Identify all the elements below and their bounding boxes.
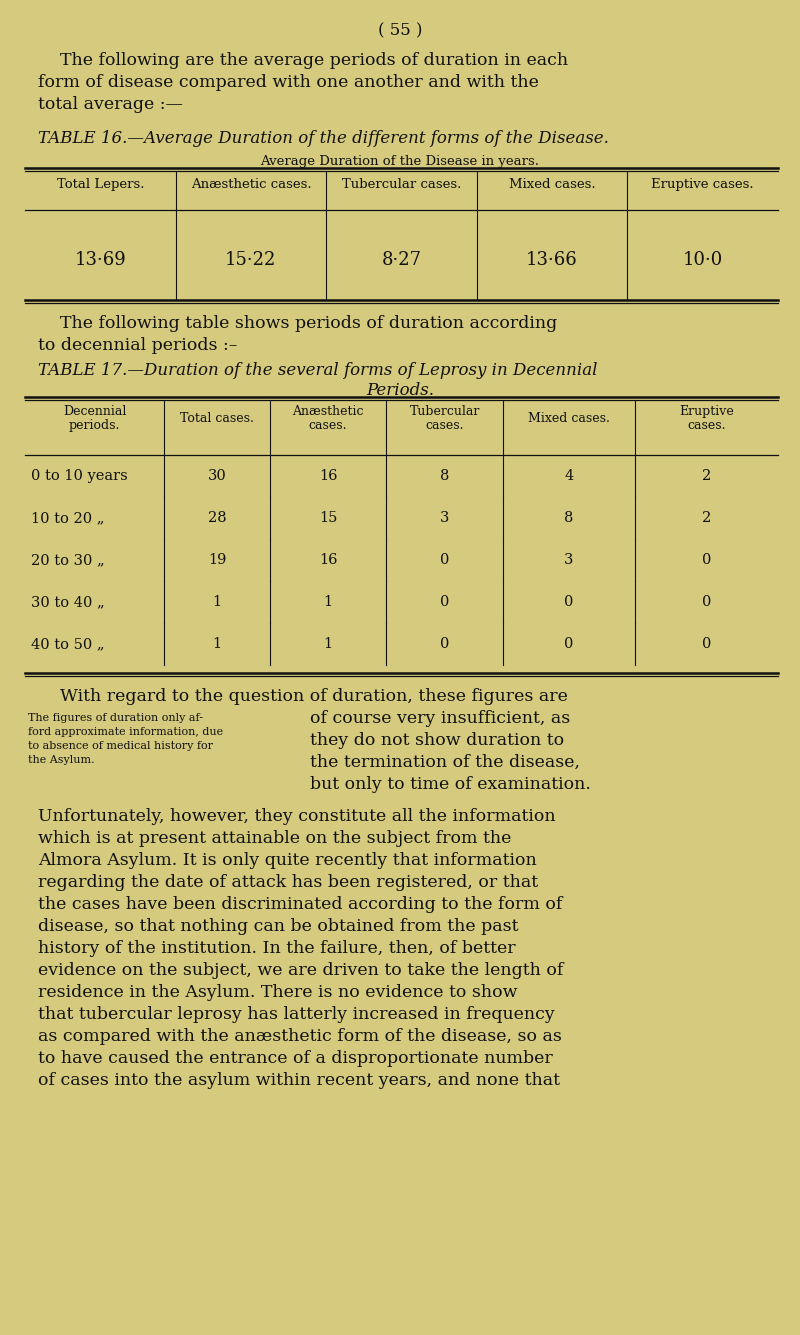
Text: With regard to the question of duration, these figures are: With regard to the question of duration,… — [38, 688, 568, 705]
Text: 0: 0 — [564, 637, 574, 651]
Text: 2: 2 — [702, 511, 711, 525]
Text: ford approximate information, due: ford approximate information, due — [28, 728, 223, 737]
Text: The following table shows periods of duration according: The following table shows periods of dur… — [38, 315, 558, 332]
Text: form of disease compared with one another and with the: form of disease compared with one anothe… — [38, 73, 539, 91]
Text: the Asylum.: the Asylum. — [28, 756, 94, 765]
Text: 8: 8 — [564, 511, 574, 525]
Text: 20 to 30 „: 20 to 30 „ — [31, 553, 105, 567]
Text: 15·22: 15·22 — [226, 251, 277, 268]
Text: cases.: cases. — [309, 419, 347, 433]
Text: 0: 0 — [702, 637, 711, 651]
Text: Decennial: Decennial — [63, 405, 126, 418]
Text: regarding the date of attack has been registered, or that: regarding the date of attack has been re… — [38, 874, 538, 890]
Text: Periods.: Periods. — [366, 382, 434, 399]
Text: ( 55 ): ( 55 ) — [378, 21, 422, 39]
Text: 0: 0 — [564, 595, 574, 609]
Text: 13·69: 13·69 — [74, 251, 126, 268]
Text: they do not show duration to: they do not show duration to — [310, 732, 564, 749]
Text: 13·66: 13·66 — [526, 251, 578, 268]
Text: 10·0: 10·0 — [682, 251, 723, 268]
Text: Mixed cases.: Mixed cases. — [528, 413, 610, 425]
Text: the termination of the disease,: the termination of the disease, — [310, 754, 580, 772]
Text: 2: 2 — [702, 469, 711, 483]
Text: periods.: periods. — [69, 419, 120, 433]
Text: 28: 28 — [208, 511, 226, 525]
Text: 3: 3 — [440, 511, 450, 525]
Text: 4: 4 — [565, 469, 574, 483]
Text: 0: 0 — [440, 595, 450, 609]
Text: Almora Asylum. It is only quite recently that information: Almora Asylum. It is only quite recently… — [38, 852, 537, 869]
Text: of course very insufficient, as: of course very insufficient, as — [310, 710, 570, 728]
Text: which is at present attainable on the subject from the: which is at present attainable on the su… — [38, 830, 511, 846]
Text: 0 to 10 years: 0 to 10 years — [31, 469, 128, 483]
Text: disease, so that nothing can be obtained from the past: disease, so that nothing can be obtained… — [38, 918, 518, 934]
Text: to have caused the entrance of a disproportionate number: to have caused the entrance of a disprop… — [38, 1051, 553, 1067]
Text: as compared with the anæsthetic form of the disease, so as: as compared with the anæsthetic form of … — [38, 1028, 562, 1045]
Text: Tubercular: Tubercular — [410, 405, 480, 418]
Text: residence in the Asylum. There is no evidence to show: residence in the Asylum. There is no evi… — [38, 984, 518, 1001]
Text: TABLE 16.—Average Duration of the different forms of the Disease.: TABLE 16.—Average Duration of the differ… — [38, 129, 609, 147]
Text: 1: 1 — [323, 637, 333, 651]
Text: cases.: cases. — [426, 419, 464, 433]
Text: 1: 1 — [213, 595, 222, 609]
Text: Total Lepers.: Total Lepers. — [57, 178, 144, 191]
Text: 10 to 20 „: 10 to 20 „ — [31, 511, 104, 525]
Text: 1: 1 — [213, 637, 222, 651]
Text: to absence of medical history for: to absence of medical history for — [28, 741, 213, 752]
Text: 3: 3 — [564, 553, 574, 567]
Text: 1: 1 — [323, 595, 333, 609]
Text: 16: 16 — [319, 469, 338, 483]
Text: Tubercular cases.: Tubercular cases. — [342, 178, 461, 191]
Text: that tubercular leprosy has latterly increased in frequency: that tubercular leprosy has latterly inc… — [38, 1007, 554, 1023]
Text: to decennial periods :–: to decennial periods :– — [38, 336, 238, 354]
Text: 15: 15 — [319, 511, 338, 525]
Text: 0: 0 — [702, 553, 711, 567]
Text: total average :—: total average :— — [38, 96, 183, 113]
Text: 8: 8 — [440, 469, 450, 483]
Text: cases.: cases. — [687, 419, 726, 433]
Text: 30 to 40 „: 30 to 40 „ — [31, 595, 105, 609]
Text: 40 to 50 „: 40 to 50 „ — [31, 637, 105, 651]
Text: the cases have been discriminated according to the form of: the cases have been discriminated accord… — [38, 896, 562, 913]
Text: The figures of duration only af-: The figures of duration only af- — [28, 713, 203, 724]
Text: TABLE 17.—Duration of the several forms of Leprosy in Decennial: TABLE 17.—Duration of the several forms … — [38, 362, 598, 379]
Text: Eruptive cases.: Eruptive cases. — [651, 178, 754, 191]
Text: 16: 16 — [319, 553, 338, 567]
Text: 0: 0 — [440, 637, 450, 651]
Text: Unfortunately, however, they constitute all the information: Unfortunately, however, they constitute … — [38, 808, 556, 825]
Text: of cases into the asylum within recent years, and none that: of cases into the asylum within recent y… — [38, 1072, 560, 1089]
Text: 0: 0 — [702, 595, 711, 609]
Text: but only to time of examination.: but only to time of examination. — [310, 776, 591, 793]
Text: The following are the average periods of duration in each: The following are the average periods of… — [38, 52, 568, 69]
Text: 8·27: 8·27 — [382, 251, 422, 268]
Text: 19: 19 — [208, 553, 226, 567]
Text: Total cases.: Total cases. — [180, 413, 254, 425]
Text: Average Duration of the Disease in years.: Average Duration of the Disease in years… — [261, 155, 539, 168]
Text: Eruptive: Eruptive — [679, 405, 734, 418]
Text: 30: 30 — [208, 469, 226, 483]
Text: Anæsthetic: Anæsthetic — [292, 405, 364, 418]
Text: Anæsthetic cases.: Anæsthetic cases. — [190, 178, 311, 191]
Text: 0: 0 — [440, 553, 450, 567]
Text: Mixed cases.: Mixed cases. — [509, 178, 595, 191]
Text: evidence on the subject, we are driven to take the length of: evidence on the subject, we are driven t… — [38, 963, 563, 979]
Text: history of the institution. In the failure, then, of better: history of the institution. In the failu… — [38, 940, 516, 957]
